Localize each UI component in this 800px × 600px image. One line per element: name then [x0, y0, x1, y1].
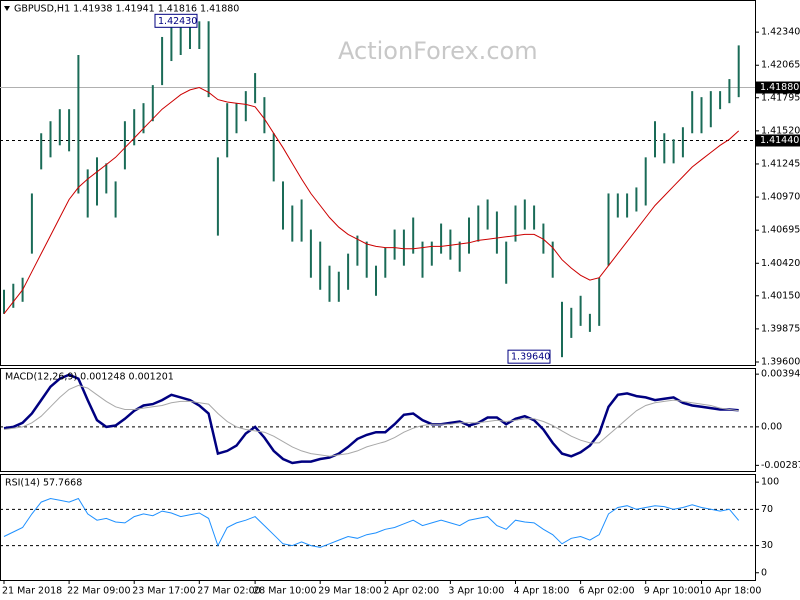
y-tick-label: 1.39600 [761, 356, 800, 367]
y-tick-label: 0.00 [761, 421, 782, 432]
y-tick-label: 1.42340 [761, 27, 800, 38]
x-tick-label: 2 Apr 02:00 [383, 586, 439, 597]
x-tick-label: 23 Mar 17:00 [132, 586, 195, 597]
moving-average [3, 86, 740, 315]
y-tick-label: 1.40420 [761, 258, 800, 269]
price-line-box [756, 134, 800, 147]
x-tick-label: 3 Apr 10:00 [448, 586, 504, 597]
x-tick-label: 22 Mar 09:00 [67, 586, 130, 597]
panel-title: RSI(14) 57.7668 [5, 478, 82, 489]
x-tick-label: 28 Mar 10:00 [253, 586, 316, 597]
indicator-line [3, 497, 740, 548]
x-tick-label: 27 Mar 02:00 [197, 586, 260, 597]
y-tick-label: 70 [761, 504, 773, 515]
watermark: ActionForex.com [338, 37, 538, 65]
y-tick-label: 1.40970 [761, 192, 800, 203]
y-tick-label: 1.41520 [761, 125, 800, 136]
indicator-line [3, 384, 739, 457]
panel-title: MACD(12,26,9) 0.001248 0.001201 [5, 372, 174, 383]
y-tick-label: 1.41245 [761, 158, 800, 169]
x-tick-label: 10 Apr 18:00 [700, 586, 762, 597]
y-tick-label: 30 [761, 540, 773, 551]
x-tick-label: 6 Apr 02:00 [579, 586, 635, 597]
panel-frame [0, 474, 756, 581]
y-tick-label: 0.003941 [761, 369, 800, 380]
price-line-label: 1.41880 [760, 82, 799, 93]
price-line-label: 1.41440 [760, 135, 799, 146]
y-tick-label: 1.42065 [761, 60, 800, 71]
y-tick-label: 100 [761, 477, 779, 488]
panel-title: GBPUSD,H1 1.41938 1.41941 1.41816 1.4188… [14, 4, 239, 15]
y-tick-label: -0.002879 [761, 460, 800, 471]
price-line-box [756, 81, 800, 94]
annotation-label: 1.42430 [158, 16, 197, 27]
panel-frame [0, 368, 756, 472]
annotation-box [507, 349, 551, 364]
panel-frame [0, 0, 756, 366]
y-tick-label: 0 [761, 567, 767, 578]
indicator-line [3, 373, 739, 465]
symbol-icon [4, 6, 10, 11]
y-tick-label: 1.41795 [761, 92, 800, 103]
x-tick-label: 21 Mar 2018 [2, 586, 62, 597]
x-tick-label: 4 Apr 18:00 [514, 586, 570, 597]
y-tick-label: 1.40695 [761, 225, 800, 236]
annotation-box [154, 13, 198, 28]
x-tick-label: 9 Apr 10:00 [644, 586, 700, 597]
annotation-label: 1.39640 [511, 352, 550, 363]
y-tick-label: 1.40150 [761, 290, 800, 301]
x-tick-label: 29 Mar 18:00 [318, 586, 381, 597]
y-tick-label: 1.39875 [761, 323, 800, 334]
